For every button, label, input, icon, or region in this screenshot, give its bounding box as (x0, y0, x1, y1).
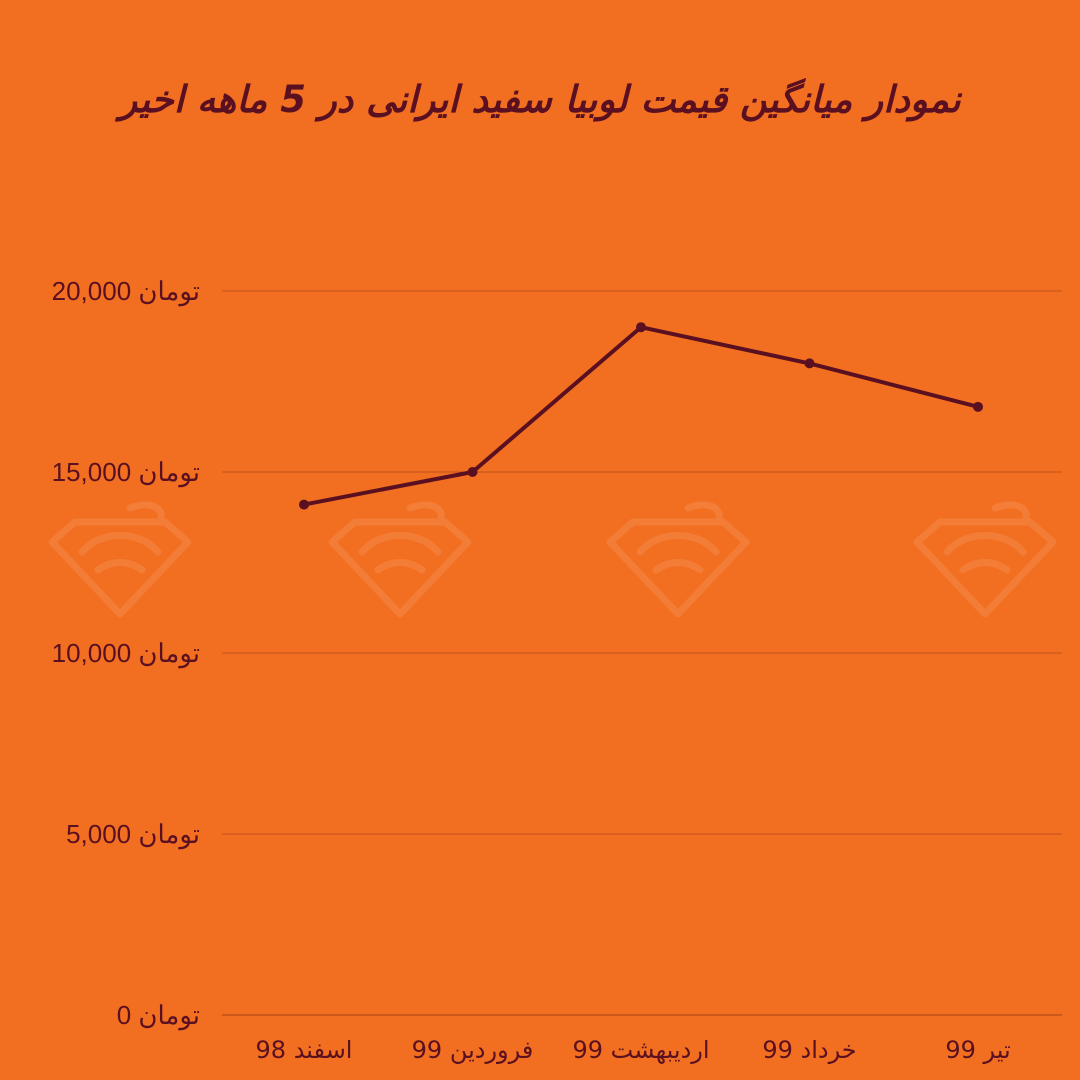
logo-watermark-icon (48, 501, 192, 618)
y-tick-label: 20,000 تومان (52, 276, 200, 307)
chart-title: نمودار میانگین قیمت لوبیا سفید ایرانی در… (119, 78, 961, 121)
logo-watermark-icon (913, 501, 1057, 618)
watermark-swirl-shape (78, 501, 165, 574)
data-point (299, 499, 309, 510)
x-tick-label: اسفند 98 (256, 1036, 353, 1064)
data-point (973, 401, 983, 412)
data-point (467, 467, 478, 477)
data-point (636, 322, 646, 333)
x-tick-label: تیر 99 (945, 1036, 1010, 1064)
watermark-diamond-shape (48, 518, 192, 618)
y-axis-tick-labels: 0 تومان 5,000 تومان 10,000 تومان 15,000 توم… (52, 276, 200, 1031)
watermark-diamond-shape (606, 518, 750, 618)
y-tick-label: 0 تومان (117, 1000, 200, 1031)
x-tick-label: خرداد 99 (762, 1036, 856, 1064)
x-tick-label: فروردین 99 (412, 1036, 534, 1064)
logo-watermark-icon (606, 501, 750, 618)
watermark-layer (48, 501, 1057, 618)
watermark-diamond-shape (328, 518, 472, 618)
series-line (302, 325, 980, 507)
x-tick-label: اردیبهشت 99 (572, 1036, 709, 1064)
series-layer (299, 322, 983, 510)
y-tick-label: 10,000 تومان (52, 638, 200, 669)
x-axis-tick-labels: اسفند 98 فروردین 99 اردیبهشت 99 خرداد 99 تیر… (256, 1036, 1011, 1064)
logo-watermark-icon (328, 501, 472, 618)
watermark-swirl-shape (943, 501, 1030, 574)
watermark-swirl-shape (358, 501, 445, 574)
watermark-diamond-shape (913, 518, 1057, 618)
watermark-swirl-shape (636, 501, 723, 574)
y-tick-label: 15,000 تومان (52, 457, 200, 488)
grid-lines (222, 290, 1062, 1016)
y-tick-label: 5,000 تومان (66, 819, 200, 850)
data-point (804, 358, 815, 369)
